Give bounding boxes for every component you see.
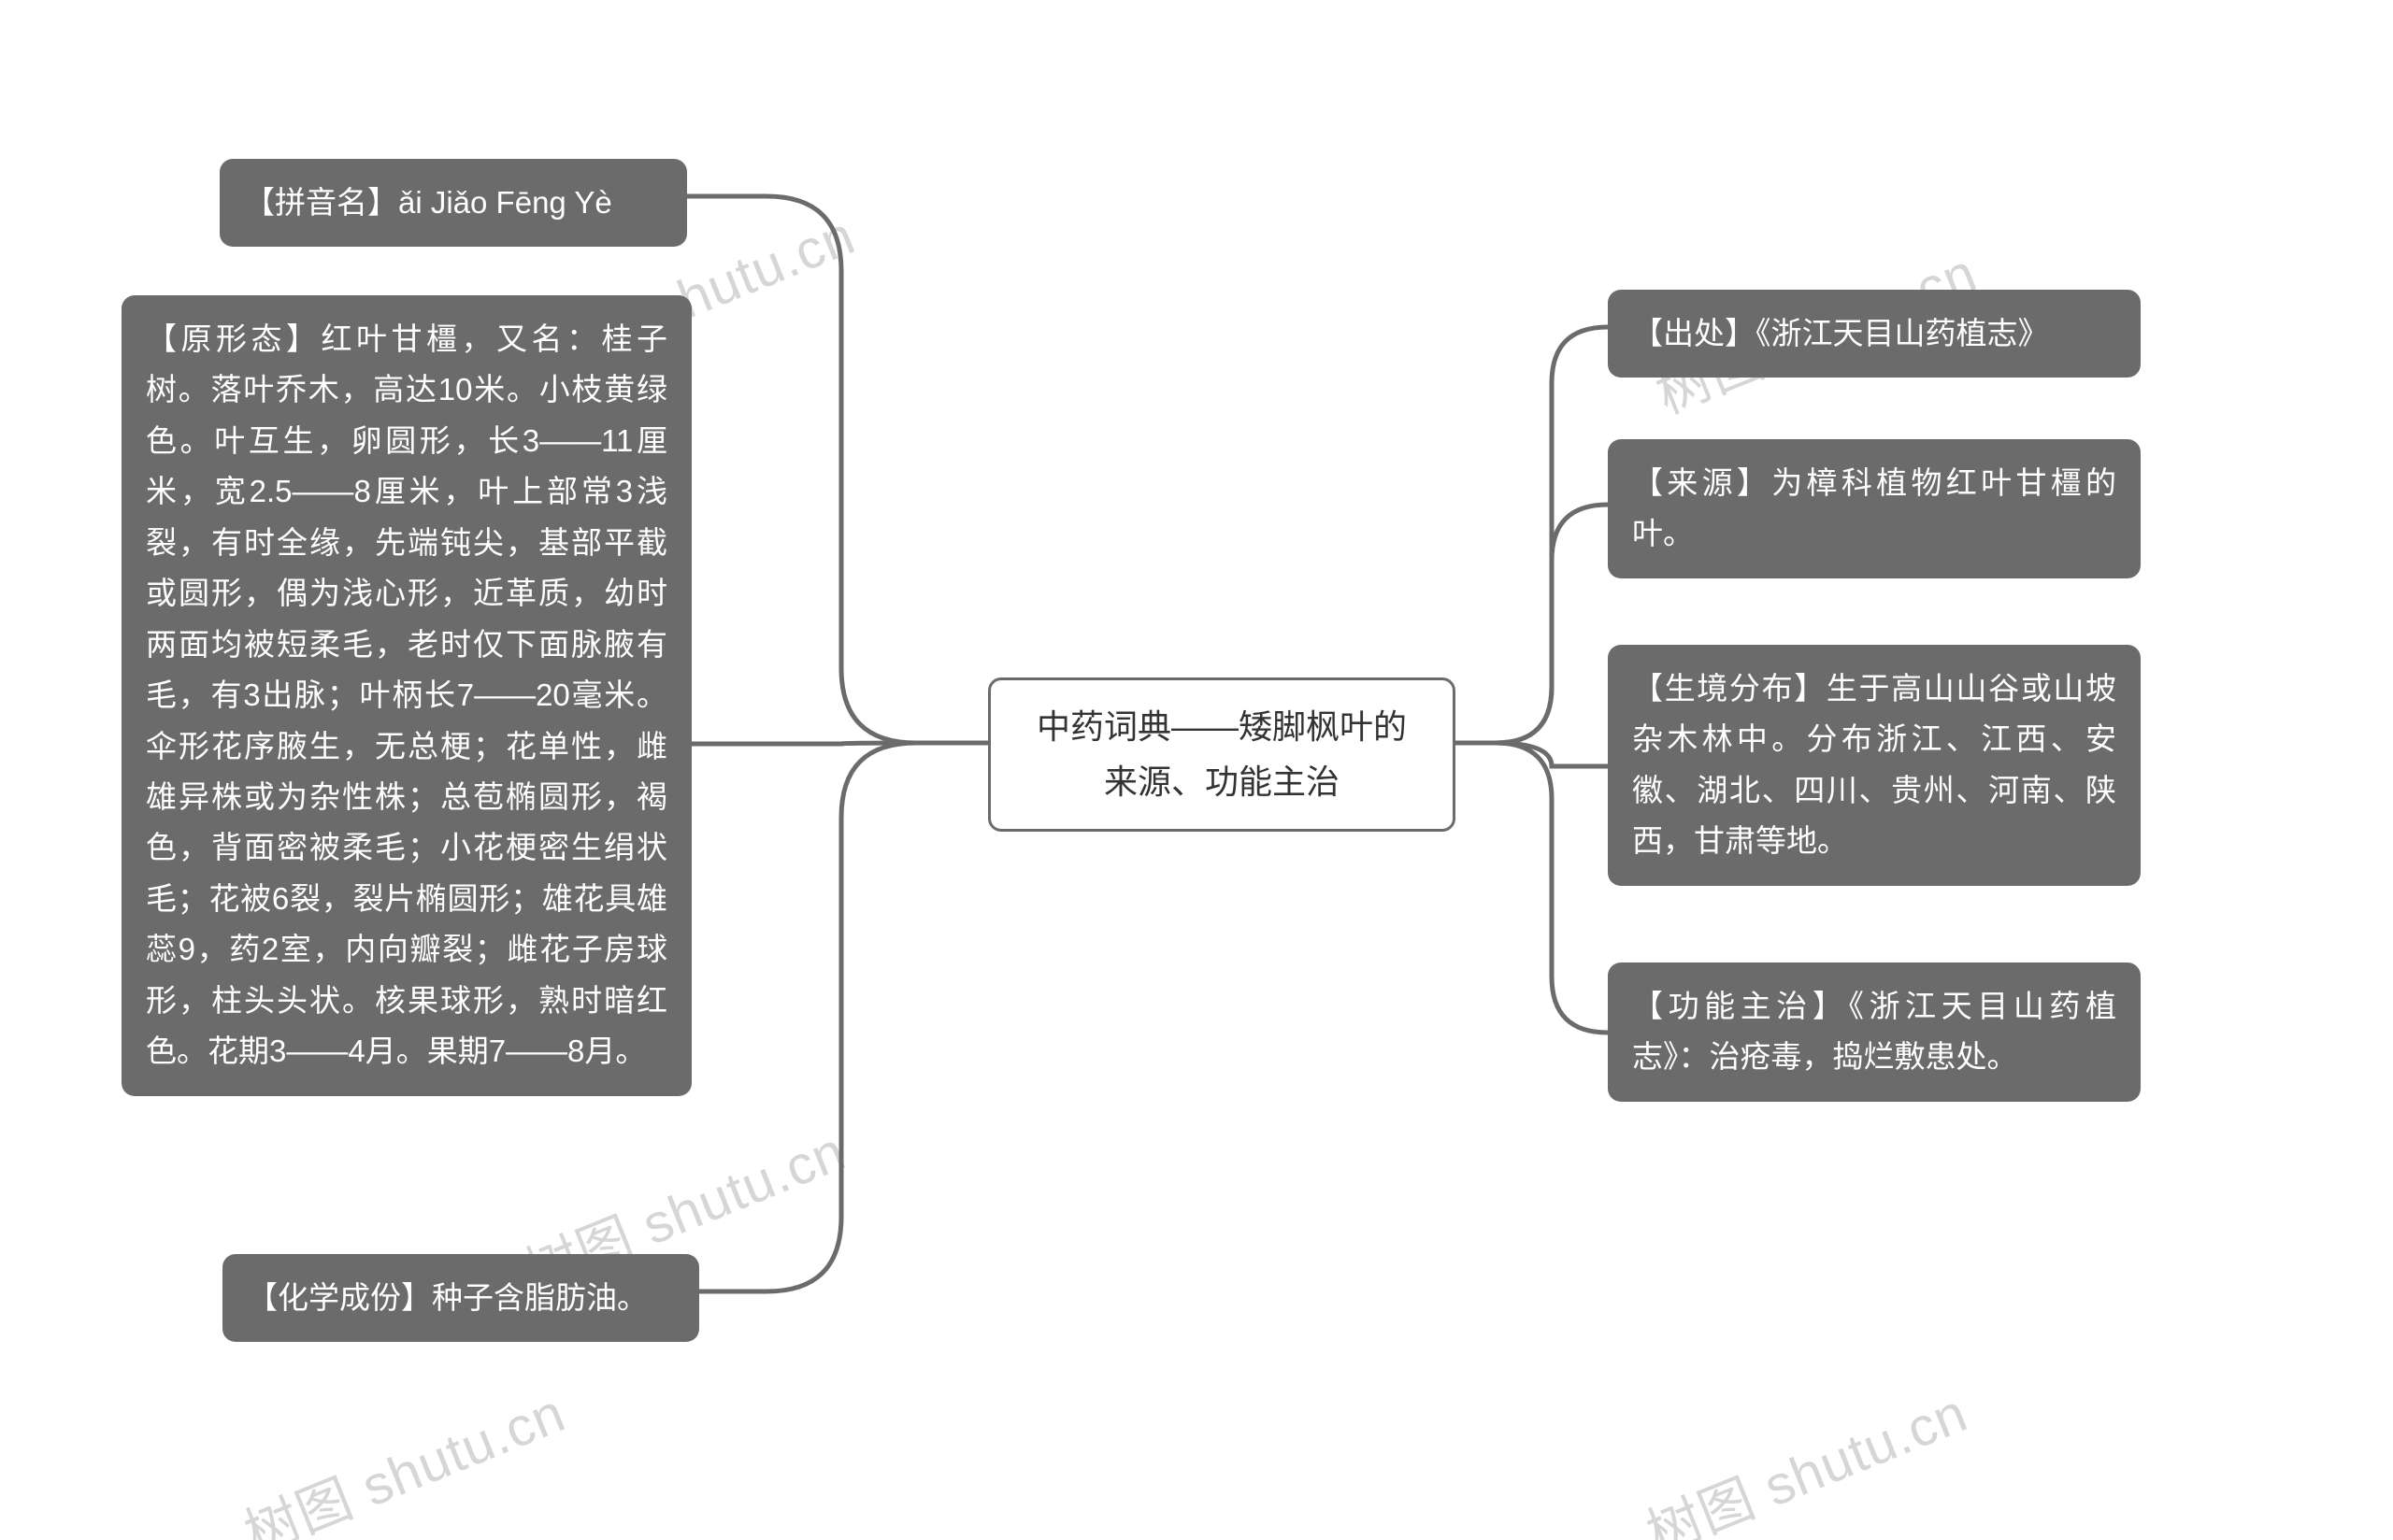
watermark: 树图 shutu.cn (231, 1369, 574, 1540)
habitat-text: 【生境分布】生于高山山谷或山坡杂木林中。分布浙江、江西、安徽、湖北、四川、贵州、… (1632, 671, 2116, 858)
mindmap-canvas: 树图 shutu.cn 树图 shutu.cn 树图 shutu.cn 树图 s… (0, 0, 2393, 1540)
pinyin-text: 【拼音名】ǎi Jiǎo Fēnɡ Yè (244, 185, 612, 220)
node-chemistry: 【化学成份】种子含脂肪油。 (222, 1254, 699, 1342)
morphology-text: 【原形态】红叶甘橿，又名：桂子树。落叶乔木，高达10米。小枝黄绿色。叶互生，卵圆… (146, 321, 667, 1068)
center-line2: 来源、功能主治 (1104, 763, 1340, 801)
node-habitat: 【生境分布】生于高山山谷或山坡杂木林中。分布浙江、江西、安徽、湖北、四川、贵州、… (1608, 645, 2141, 886)
node-morphology: 【原形态】红叶甘橿，又名：桂子树。落叶乔木，高达10米。小枝黄绿色。叶互生，卵圆… (122, 295, 692, 1096)
node-pinyin: 【拼音名】ǎi Jiǎo Fēnɡ Yè (220, 159, 687, 247)
function-text: 【功能主治】《浙江天目山药植志》：治疮毒，捣烂敷患处。 (1632, 989, 2116, 1074)
node-function: 【功能主治】《浙江天目山药植志》：治疮毒，捣烂敷患处。 (1608, 962, 2141, 1102)
node-origin: 【出处】《浙江天目山药植志》 (1608, 290, 2141, 378)
watermark: 树图 shutu.cn (1633, 1369, 1976, 1540)
origin-text: 【出处】《浙江天目山药植志》 (1632, 316, 2049, 350)
node-source: 【来源】为樟科植物红叶甘橿的叶。 (1608, 439, 2141, 578)
center-line1: 中药词典——矮脚枫叶的 (1037, 707, 1407, 746)
chemistry-text: 【化学成份】种子含脂肪油。 (247, 1280, 648, 1315)
center-node: 中药词典——矮脚枫叶的 来源、功能主治 (988, 677, 1455, 832)
source-text: 【来源】为樟科植物红叶甘橿的叶。 (1632, 465, 2116, 550)
